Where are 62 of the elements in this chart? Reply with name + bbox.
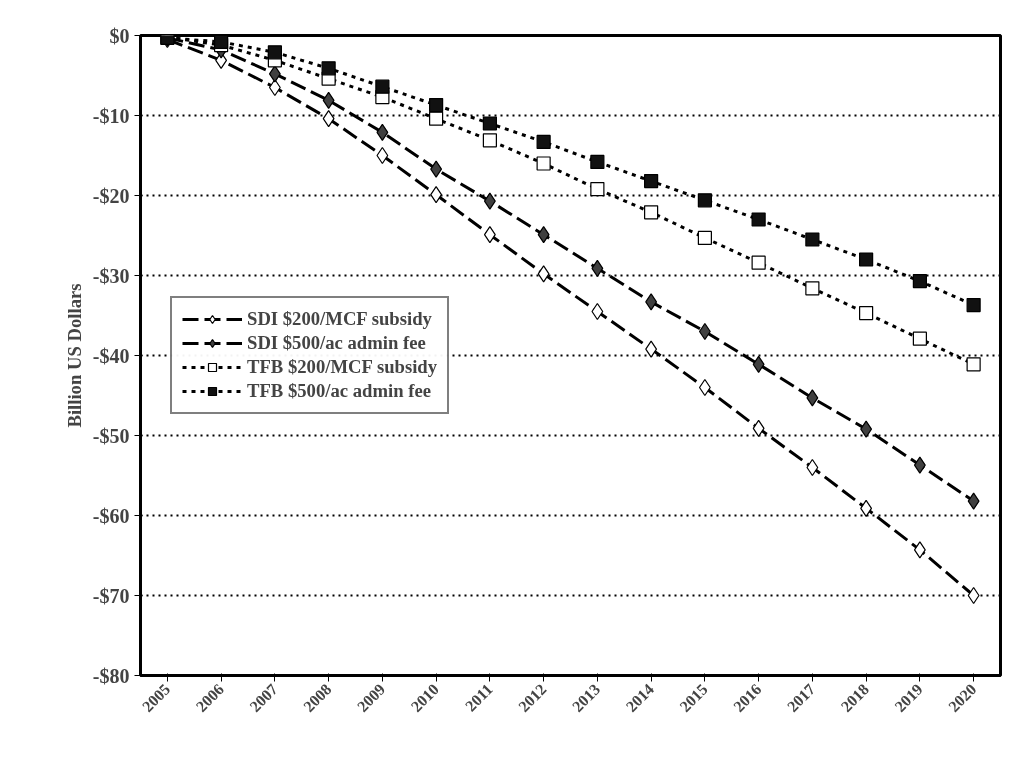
point [429, 98, 444, 113]
point [912, 331, 927, 346]
point [805, 281, 820, 296]
point [430, 186, 443, 204]
y-axis-title: Billion US Dollars [63, 283, 85, 428]
point [751, 212, 766, 227]
y-tick-label: -$50 [92, 424, 130, 447]
point [644, 174, 659, 189]
point [644, 205, 659, 220]
point [483, 226, 496, 244]
x-tick-label: 2011 [461, 680, 496, 715]
point [697, 230, 712, 245]
point [645, 340, 658, 358]
point [966, 298, 981, 313]
legend-label: SDI $500/ac admin fee [247, 332, 426, 354]
point [322, 91, 335, 109]
legend-label: TFB $500/ac admin fee [247, 380, 431, 402]
point [966, 357, 981, 372]
y-tick-label: -$30 [92, 264, 130, 287]
point [375, 79, 390, 94]
point [536, 156, 551, 171]
point [859, 252, 874, 267]
y-tick-label: -$70 [92, 584, 130, 607]
point [645, 293, 658, 311]
point [913, 541, 926, 559]
point [590, 154, 605, 169]
point [912, 274, 927, 289]
y-tick-label: -$10 [92, 104, 130, 127]
point [860, 499, 873, 517]
y-tick-label: -$80 [92, 664, 130, 687]
point [697, 193, 712, 208]
point [913, 456, 926, 474]
point [376, 123, 389, 141]
point [482, 116, 497, 131]
point [967, 492, 980, 510]
point [591, 259, 604, 277]
point [859, 306, 874, 321]
point [430, 160, 443, 178]
point [860, 420, 873, 438]
point [322, 110, 335, 128]
point [806, 389, 819, 407]
point [214, 35, 229, 49]
point [268, 65, 281, 83]
point [321, 61, 336, 76]
legend-label: SDI $200/MCF subsidy [247, 308, 432, 330]
y-tick-label: -$20 [92, 184, 130, 207]
point [805, 232, 820, 247]
point [752, 355, 765, 373]
point [752, 419, 765, 437]
point [483, 192, 496, 210]
y-tick-label: -$40 [92, 344, 130, 367]
y-tick-label: -$60 [92, 504, 130, 527]
legend-label: TFB $200/MCF subsidy [247, 356, 438, 378]
y-tick-label: $0 [109, 24, 130, 47]
point [590, 182, 605, 197]
point [267, 45, 282, 60]
point [536, 134, 551, 149]
point [482, 133, 497, 148]
point [537, 265, 550, 283]
point [429, 111, 444, 126]
point [751, 255, 766, 270]
point [537, 226, 550, 244]
